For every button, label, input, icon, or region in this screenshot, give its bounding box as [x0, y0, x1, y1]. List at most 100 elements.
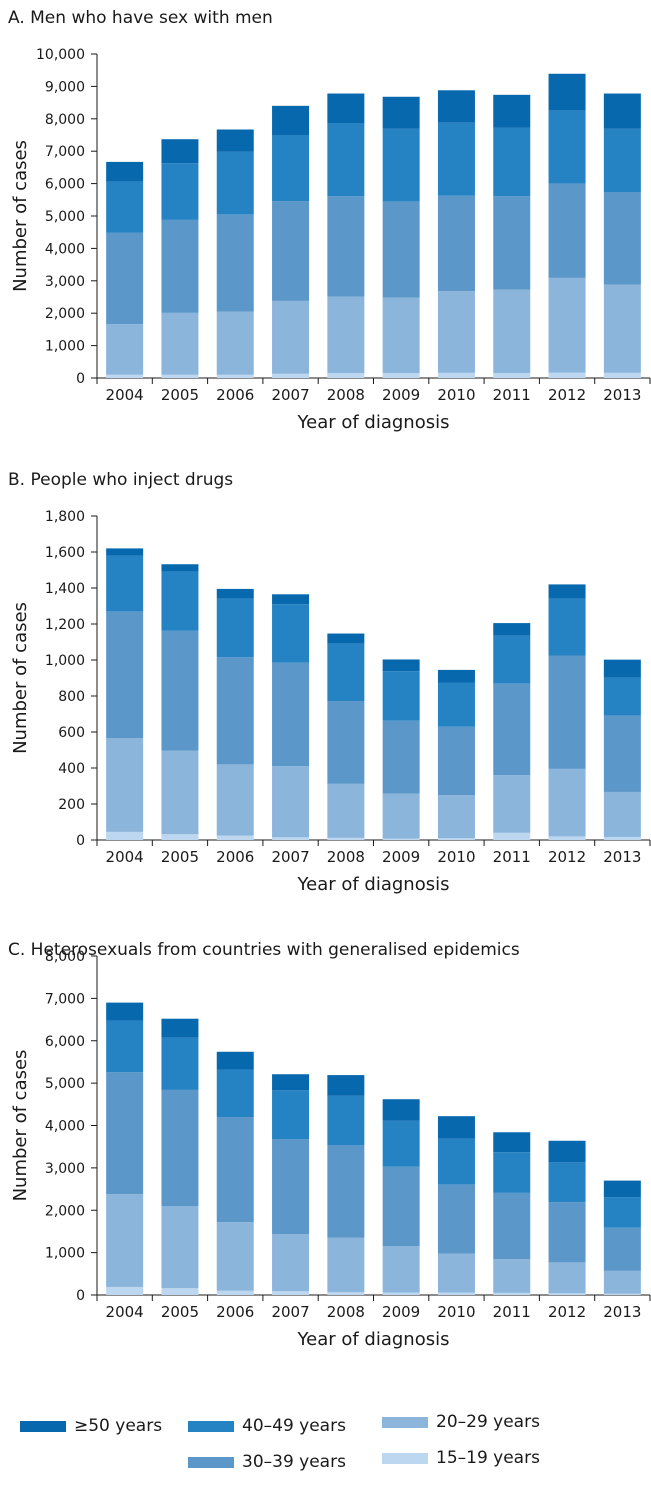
bar-segment	[548, 110, 586, 184]
y-tick-label: 7,000	[45, 144, 85, 160]
bar-segment	[437, 1292, 475, 1295]
x-tick-label: 2013	[603, 386, 641, 404]
bar-segment	[106, 324, 144, 375]
bar-segment	[548, 277, 586, 373]
y-tick-label: 200	[58, 797, 85, 813]
bar-segment	[548, 584, 586, 599]
bar-segment	[382, 671, 420, 721]
bar-segment	[272, 662, 310, 767]
bar-segment	[382, 1099, 420, 1121]
bar-segment	[161, 374, 199, 378]
bar-segment	[493, 196, 531, 290]
bar-segment	[603, 284, 641, 373]
x-tick-label: 2009	[382, 1303, 420, 1321]
bar-segment	[106, 1194, 144, 1287]
legend-item: 20–29 years	[382, 1412, 540, 1432]
y-tick-label: 1,400	[45, 581, 85, 597]
bar-segment	[272, 1139, 310, 1234]
bar-segment	[437, 122, 475, 196]
bar-segment	[106, 1072, 144, 1195]
bar-segment	[548, 768, 586, 837]
bar-segment	[106, 161, 144, 182]
x-tick-label: 2007	[271, 386, 309, 404]
y-tick-label: 7,000	[45, 991, 85, 1007]
bar-segment	[216, 129, 254, 152]
bar-segment	[272, 1233, 310, 1292]
bar-segment	[272, 1090, 310, 1140]
bar-segment	[216, 374, 254, 378]
bar-segment	[106, 1286, 144, 1295]
bar-segment	[382, 201, 420, 298]
x-tick-label: 2008	[327, 386, 365, 404]
bar-segment	[548, 372, 586, 378]
bar-segment	[603, 791, 641, 837]
bar-segment	[493, 683, 531, 776]
x-tick-label: 2011	[493, 848, 531, 866]
y-tick-label: 4,000	[45, 241, 85, 257]
x-tick-label: 2012	[548, 1303, 586, 1321]
bar-segment	[382, 1246, 420, 1293]
bar-segment	[437, 291, 475, 373]
bar-segment	[437, 1138, 475, 1185]
bar-segment	[106, 548, 144, 556]
x-tick-label: 2006	[216, 1303, 254, 1321]
x-tick-label: 2004	[106, 386, 144, 404]
bar-segment	[216, 1051, 254, 1070]
bar-segment	[437, 795, 475, 839]
chart-title: B. People who inject drugs	[8, 470, 234, 490]
bar-segment	[216, 1117, 254, 1223]
bar-segment	[106, 555, 144, 612]
x-tick-label: 2013	[603, 1303, 641, 1321]
bar-segment	[161, 163, 199, 220]
legend-label: 15–19 years	[436, 1448, 540, 1468]
bar-segment	[161, 139, 199, 164]
legend-label: 30–39 years	[242, 1452, 346, 1472]
bar-segment	[327, 783, 365, 838]
bar-segment	[106, 1002, 144, 1021]
bar-segment	[327, 1144, 365, 1238]
bar-segment	[161, 312, 199, 375]
bar-segment	[548, 655, 586, 769]
bar-segment	[493, 289, 531, 374]
bar-segment	[382, 720, 420, 794]
y-tick-label: 0	[76, 1288, 85, 1304]
bar-segment	[161, 1018, 199, 1038]
y-tick-label: 0	[76, 833, 85, 849]
bar-segment	[272, 373, 310, 378]
bar-segment	[603, 1293, 641, 1295]
bar-segment	[603, 372, 641, 378]
bar-segment	[216, 214, 254, 312]
legend-label: 20–29 years	[436, 1412, 540, 1432]
legend-item: ≥50 years	[20, 1416, 162, 1436]
bar-segment	[106, 374, 144, 378]
bar-segment	[272, 300, 310, 374]
y-tick-label: 9,000	[45, 79, 85, 95]
bar-segment	[106, 611, 144, 739]
chart-msm: 0 1,000 2,000 3,000 4,000 5,000 6,000 7,000 8,00…	[10, 47, 651, 433]
y-tick-label: 1,200	[45, 617, 85, 633]
y-tick-label: 800	[58, 689, 85, 705]
bar-segment	[548, 598, 586, 656]
bar-segment	[161, 219, 199, 313]
chart-title: A. Men who have sex with men	[8, 8, 273, 28]
bar-segment	[327, 701, 365, 784]
bar-segment	[493, 1192, 531, 1259]
y-tick-label: 3,000	[45, 1161, 85, 1177]
bar-segment	[106, 1020, 144, 1073]
bar-segment	[493, 1292, 531, 1295]
x-tick-label: 2013	[603, 848, 641, 866]
x-tick-label: 2006	[216, 848, 254, 866]
x-tick-label: 2009	[382, 848, 420, 866]
bar-segment	[106, 831, 144, 840]
y-tick-label: 1,600	[45, 545, 85, 561]
bar-segment	[106, 232, 144, 325]
x-tick-label: 2008	[327, 1303, 365, 1321]
legend-swatch	[382, 1416, 428, 1428]
bar-segment	[216, 1290, 254, 1295]
bar-segment	[216, 657, 254, 765]
bar-segment	[327, 123, 365, 197]
x-tick-label: 2005	[161, 1303, 199, 1321]
bar-segment	[161, 1206, 199, 1289]
bar-segment	[603, 128, 641, 193]
bar-segment	[548, 1293, 586, 1295]
